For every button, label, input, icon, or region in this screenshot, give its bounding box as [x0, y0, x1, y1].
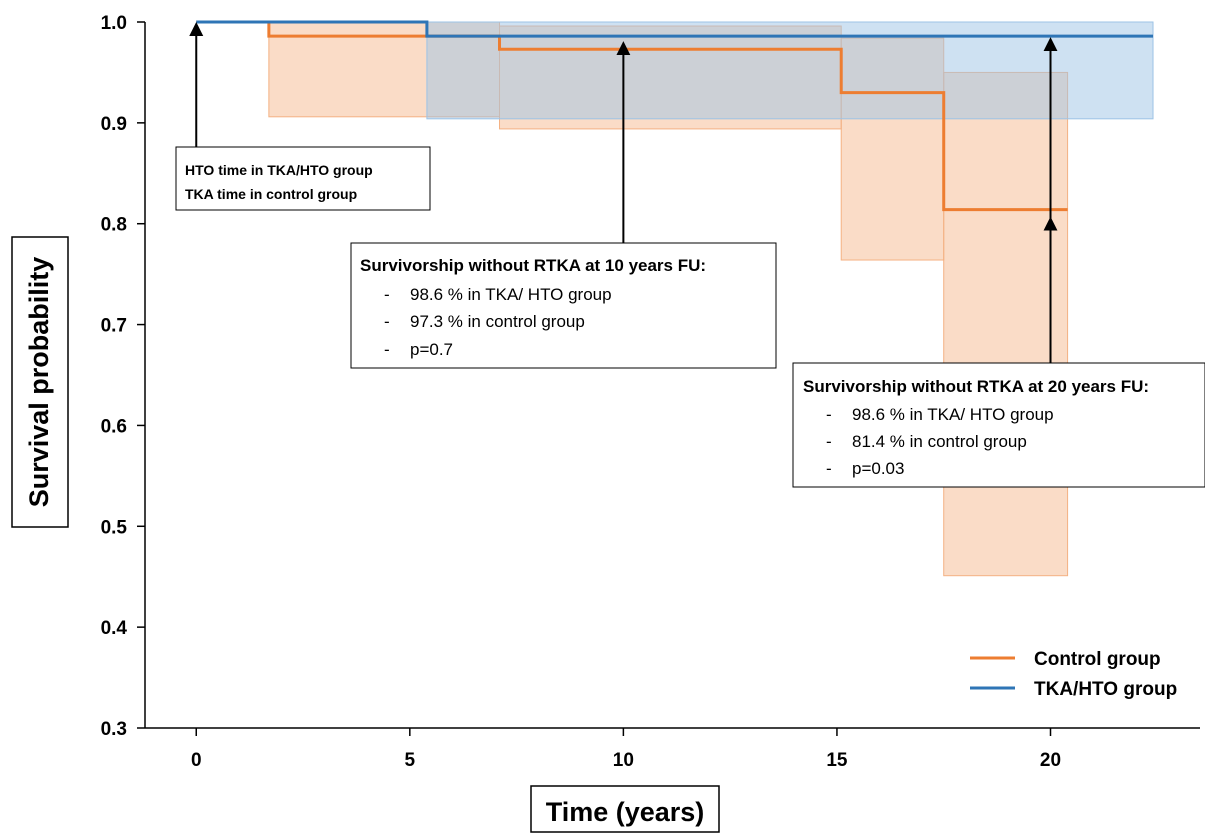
y-axis-title: Survival probability — [24, 257, 54, 508]
y-tick-label: 0.7 — [101, 316, 127, 337]
annotation-title: Survivorship without RTKA at 10 years FU… — [360, 256, 706, 275]
y-tick-label: 0.5 — [101, 517, 128, 538]
y-ticks: 1.0 0.9 0.8 0.7 0.6 0.5 0.4 0.3 — [101, 13, 145, 740]
annotation-dash: - — [384, 285, 390, 304]
x-axis-title-box: Time (years) — [530, 785, 720, 833]
annotation-line: HTO time in TKA/HTO group — [185, 162, 373, 178]
annotation-line: TKA time in control group — [185, 186, 357, 202]
y-tick-label: 1.0 — [101, 13, 127, 34]
y-axis-title-box: Survival probability — [11, 236, 69, 528]
ci-band-control — [943, 71, 1069, 577]
annotation-box-20-years: Survivorship without RTKA at 20 years FU… — [792, 362, 1205, 488]
x-ticks: 0 5 10 15 20 — [191, 728, 1061, 771]
x-axis-title: Time (years) — [546, 797, 705, 827]
y-tick-label: 0.9 — [101, 114, 127, 135]
legend-label-tka-hto: TKA/HTO group — [1034, 679, 1177, 700]
y-tick-label: 0.6 — [101, 416, 127, 437]
annotation-dash: - — [384, 312, 390, 331]
annotation-dash: - — [826, 459, 832, 478]
annotation-item: 98.6 % in TKA/ HTO group — [410, 285, 612, 304]
y-axis: 1.0 0.9 0.8 0.7 0.6 0.5 0.4 0.3 — [101, 13, 146, 740]
x-tick-label: 5 — [405, 750, 416, 771]
legend: Control group TKA/HTO group — [970, 649, 1177, 700]
legend-label-control: Control group — [1034, 649, 1161, 670]
annotation-dash: - — [384, 340, 390, 359]
x-tick-label: 0 — [191, 750, 202, 771]
annotation-item: 98.6 % in TKA/ HTO group — [852, 405, 1054, 424]
annotation-item: 81.4 % in control group — [852, 432, 1027, 451]
annotation-arrows — [189, 22, 1058, 363]
annotation-item: p=0.03 — [852, 459, 904, 478]
confidence-bands — [268, 21, 1154, 577]
annotation-item: p=0.7 — [410, 340, 453, 359]
x-tick-label: 15 — [826, 750, 848, 771]
survival-curve-tka-hto — [196, 20, 1154, 38]
x-axis: 0 5 10 15 20 — [145, 727, 1200, 771]
annotation-item: 97.3 % in control group — [410, 312, 585, 331]
annotation-box-10-years: Survivorship without RTKA at 10 years FU… — [350, 242, 777, 369]
x-tick-label: 20 — [1040, 750, 1061, 771]
y-tick-label: 0.8 — [101, 215, 127, 236]
annotation-title: Survivorship without RTKA at 20 years FU… — [803, 377, 1149, 396]
ci-band-tka-hto — [426, 21, 1154, 120]
annotation-dash: - — [826, 405, 832, 424]
survival-curves — [196, 20, 1154, 212]
annotation-dash: - — [826, 432, 832, 451]
annotation-box-hto-time: HTO time in TKA/HTO group TKA time in co… — [175, 146, 431, 211]
y-tick-label: 0.4 — [101, 618, 128, 639]
survival-curve-control — [196, 20, 1068, 212]
x-tick-label: 10 — [613, 750, 634, 771]
y-tick-label: 0.3 — [101, 719, 127, 740]
